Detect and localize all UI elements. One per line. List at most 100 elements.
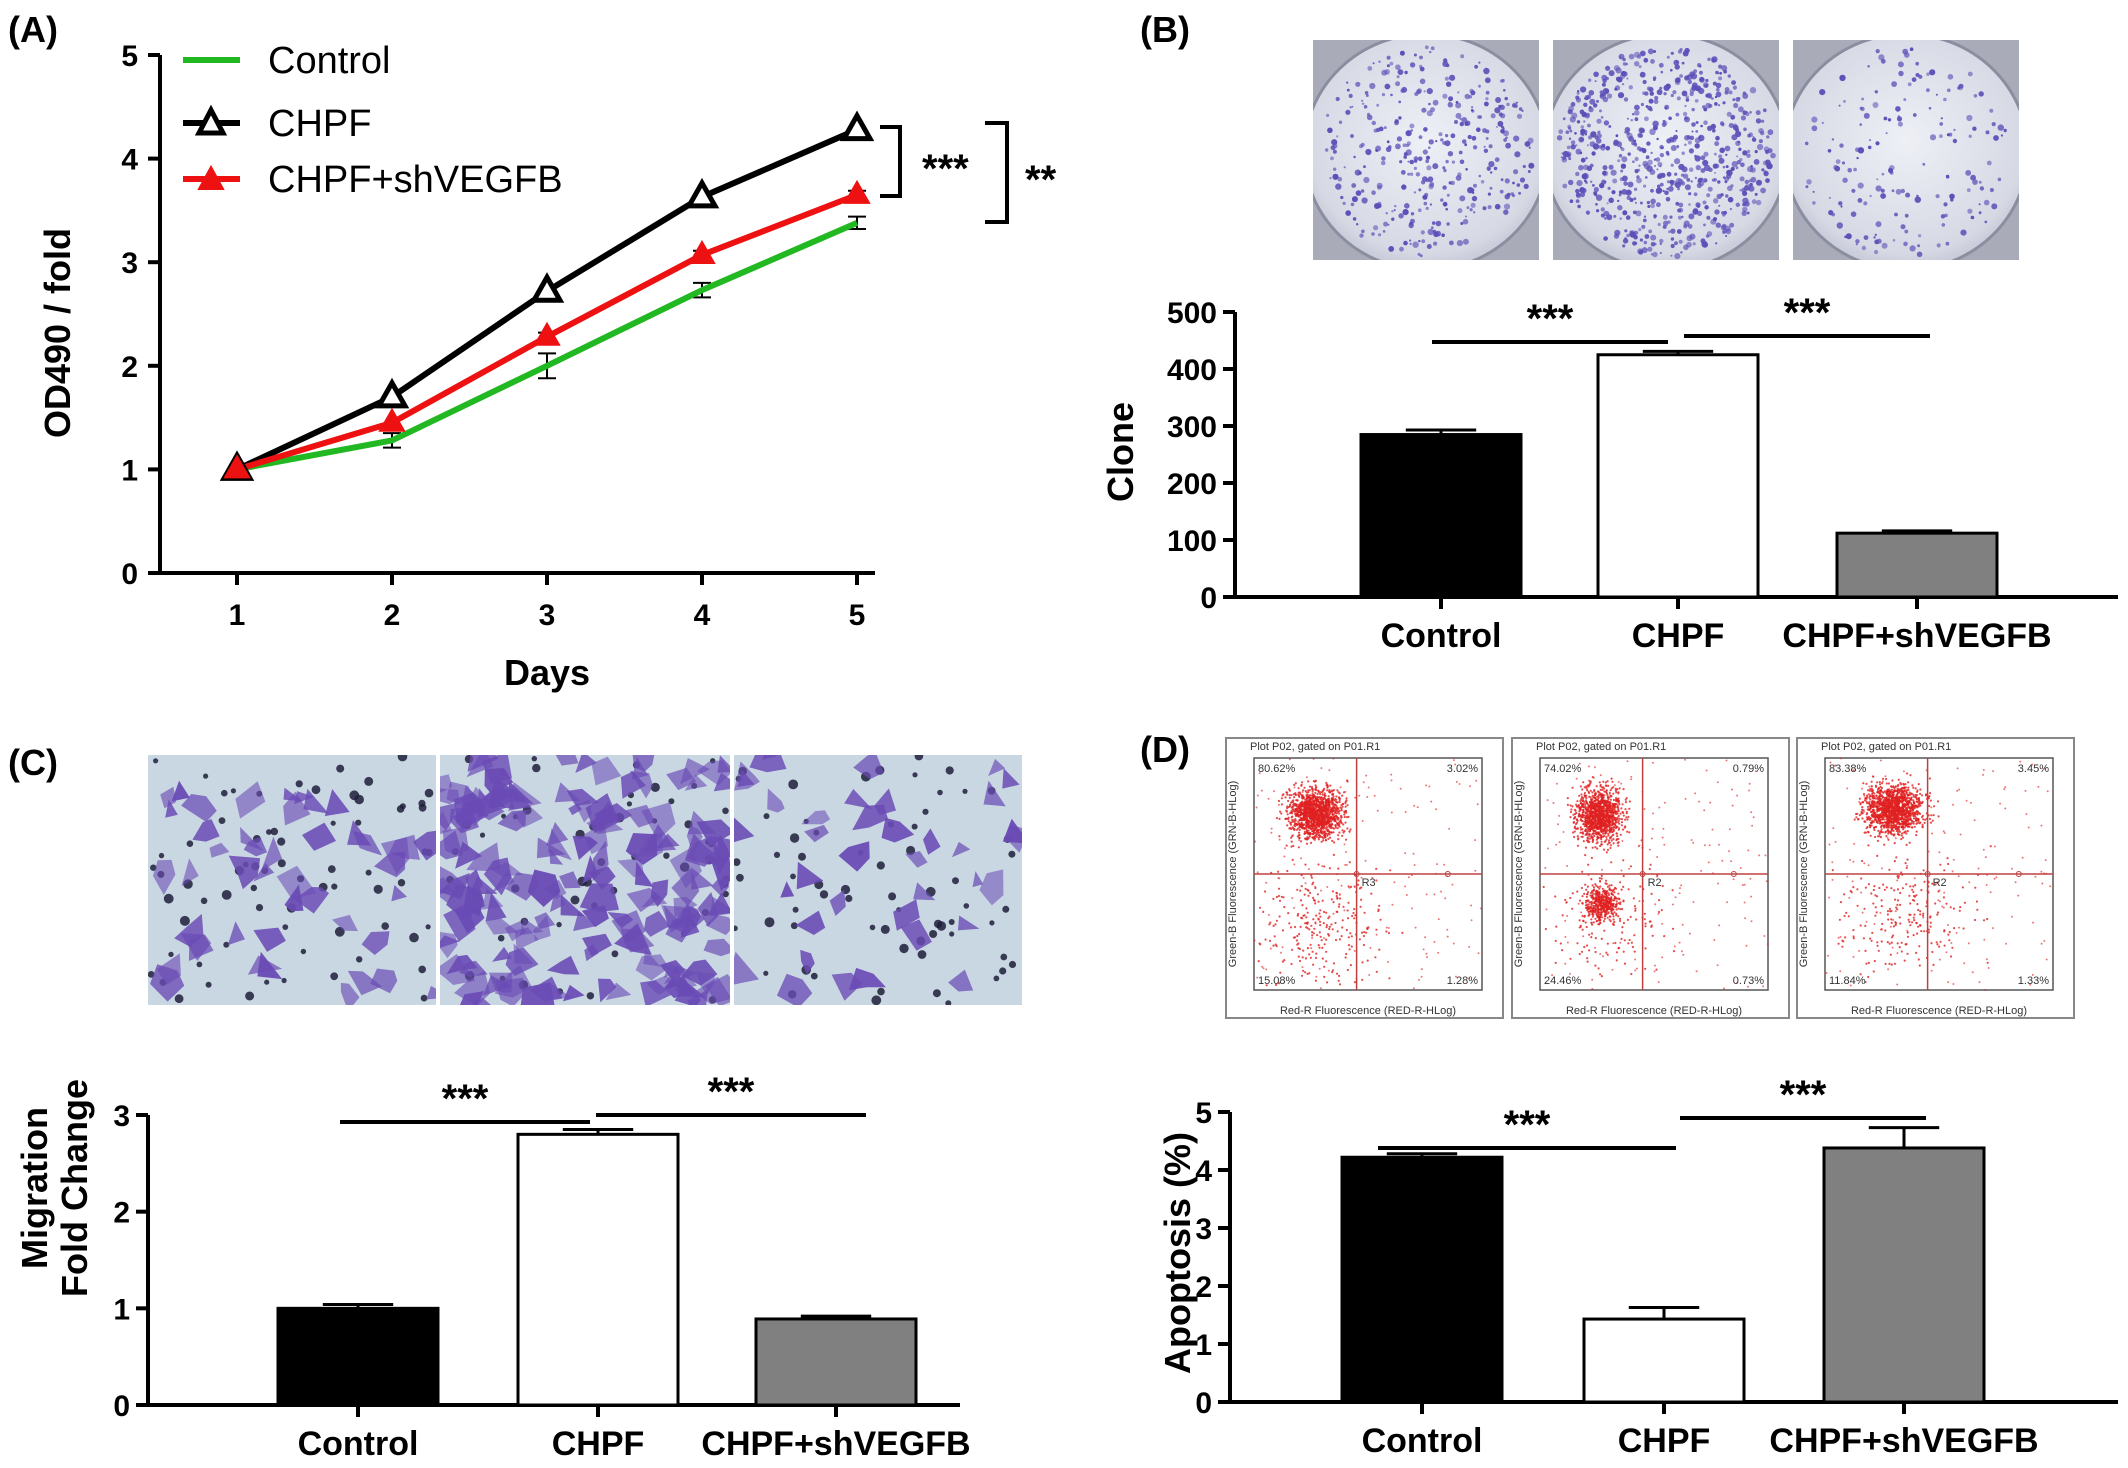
flow-event	[1580, 793, 1583, 796]
flow-event	[1317, 900, 1320, 903]
colony-dot	[1633, 139, 1637, 143]
flow-event	[1346, 968, 1349, 972]
flow-event	[1475, 779, 1478, 782]
flow-event	[1305, 821, 1308, 825]
flow-event	[1424, 936, 1427, 939]
flow-event	[1599, 885, 1602, 888]
membrane-pore	[880, 924, 890, 934]
flow-event	[1284, 817, 1287, 821]
colony-dot	[1426, 88, 1433, 95]
colony-dot	[1634, 110, 1640, 116]
colony-dot	[1456, 240, 1463, 247]
flow-event	[1291, 815, 1294, 818]
significance-stars: ***	[708, 1070, 755, 1114]
colony-dot	[1488, 161, 1495, 168]
flow-event	[1572, 817, 1576, 820]
colony-dot	[1399, 50, 1405, 56]
flow-event	[1321, 957, 1324, 960]
flow-event	[1338, 983, 1342, 986]
flow-event	[1444, 897, 1447, 900]
migrated-cell	[979, 869, 1004, 906]
flow-event	[1579, 826, 1582, 829]
migrated-cell	[591, 756, 622, 786]
flow-event	[1334, 800, 1337, 803]
membrane-pore	[999, 967, 1007, 975]
flow-event	[1293, 828, 1296, 832]
flow-event	[1326, 981, 1329, 984]
colony-dot	[1692, 208, 1699, 215]
flow-event	[1582, 840, 1585, 843]
colony-dot	[1473, 183, 1477, 188]
flow-event	[1330, 789, 1333, 792]
flow-event	[1317, 828, 1320, 831]
migrated-cell	[641, 891, 668, 908]
flow-event	[1314, 784, 1317, 787]
colony-dot	[1742, 150, 1748, 156]
flow-event	[1337, 879, 1340, 881]
flow-event	[1404, 852, 1407, 855]
flow-event	[1385, 926, 1388, 929]
flow-event	[1360, 931, 1364, 934]
flow-event	[1338, 798, 1341, 802]
flow-event	[1611, 806, 1614, 809]
flow-event	[1448, 827, 1451, 830]
flow-event	[1317, 803, 1320, 807]
flow-event	[1615, 900, 1618, 903]
flow-event	[1338, 812, 1341, 815]
flow-event	[1605, 838, 1608, 841]
flow-event	[1576, 800, 1579, 803]
colony-dot	[1409, 159, 1414, 165]
colony-dot	[1455, 175, 1462, 181]
colony-dot	[1656, 89, 1663, 96]
migrated-cell	[853, 755, 884, 780]
flow-event	[1338, 893, 1341, 896]
flow-event	[1332, 792, 1335, 796]
colony-dot	[1717, 104, 1721, 107]
colony-dot	[1433, 231, 1439, 238]
colony-dot	[1750, 176, 1757, 183]
colony-dot	[1371, 120, 1377, 126]
colony-dot	[1644, 234, 1650, 239]
colony-dot	[1422, 194, 1428, 200]
colony-dot	[1425, 155, 1431, 160]
flow-event	[1607, 817, 1610, 820]
flow-event	[1571, 805, 1574, 808]
colony-dot	[1749, 111, 1752, 114]
membrane-pore	[330, 972, 339, 981]
flow-event	[1594, 890, 1597, 893]
flow-event	[1584, 812, 1587, 815]
migrated-cell	[923, 828, 941, 855]
flow-event	[1594, 908, 1597, 911]
flow-event	[1294, 813, 1297, 816]
flow-event	[1309, 796, 1312, 799]
colony-dot	[1442, 93, 1448, 99]
colony-dot	[1381, 156, 1386, 161]
colony-dot	[1459, 195, 1466, 202]
flow-event	[1321, 899, 1324, 902]
colony-dot	[1722, 165, 1726, 169]
colony-dot	[1579, 187, 1585, 193]
flow-event	[1293, 786, 1296, 789]
flow-event	[1313, 809, 1316, 812]
membrane-pore	[963, 903, 970, 909]
flow-event	[1340, 803, 1343, 807]
colony-dot	[1365, 148, 1372, 156]
flow-event	[1332, 795, 1335, 798]
colony-dot	[1663, 92, 1667, 96]
migrated-cell	[640, 980, 672, 1005]
colony-dot	[1836, 222, 1844, 229]
flow-event	[1580, 835, 1583, 838]
flow-event	[1337, 791, 1340, 794]
membrane-pore	[356, 956, 363, 963]
colony-dot	[1834, 165, 1841, 172]
flow-event	[1615, 908, 1618, 911]
flow-event	[1455, 780, 1458, 783]
colony-dot	[1666, 187, 1669, 190]
colony-dot	[1966, 114, 1973, 122]
migrated-cell	[951, 841, 971, 858]
colony-dot	[1739, 158, 1743, 162]
flow-event	[1326, 818, 1329, 821]
colony-dot	[1985, 130, 1990, 135]
colony-dot	[1394, 204, 1397, 208]
membrane-pore	[330, 820, 336, 826]
